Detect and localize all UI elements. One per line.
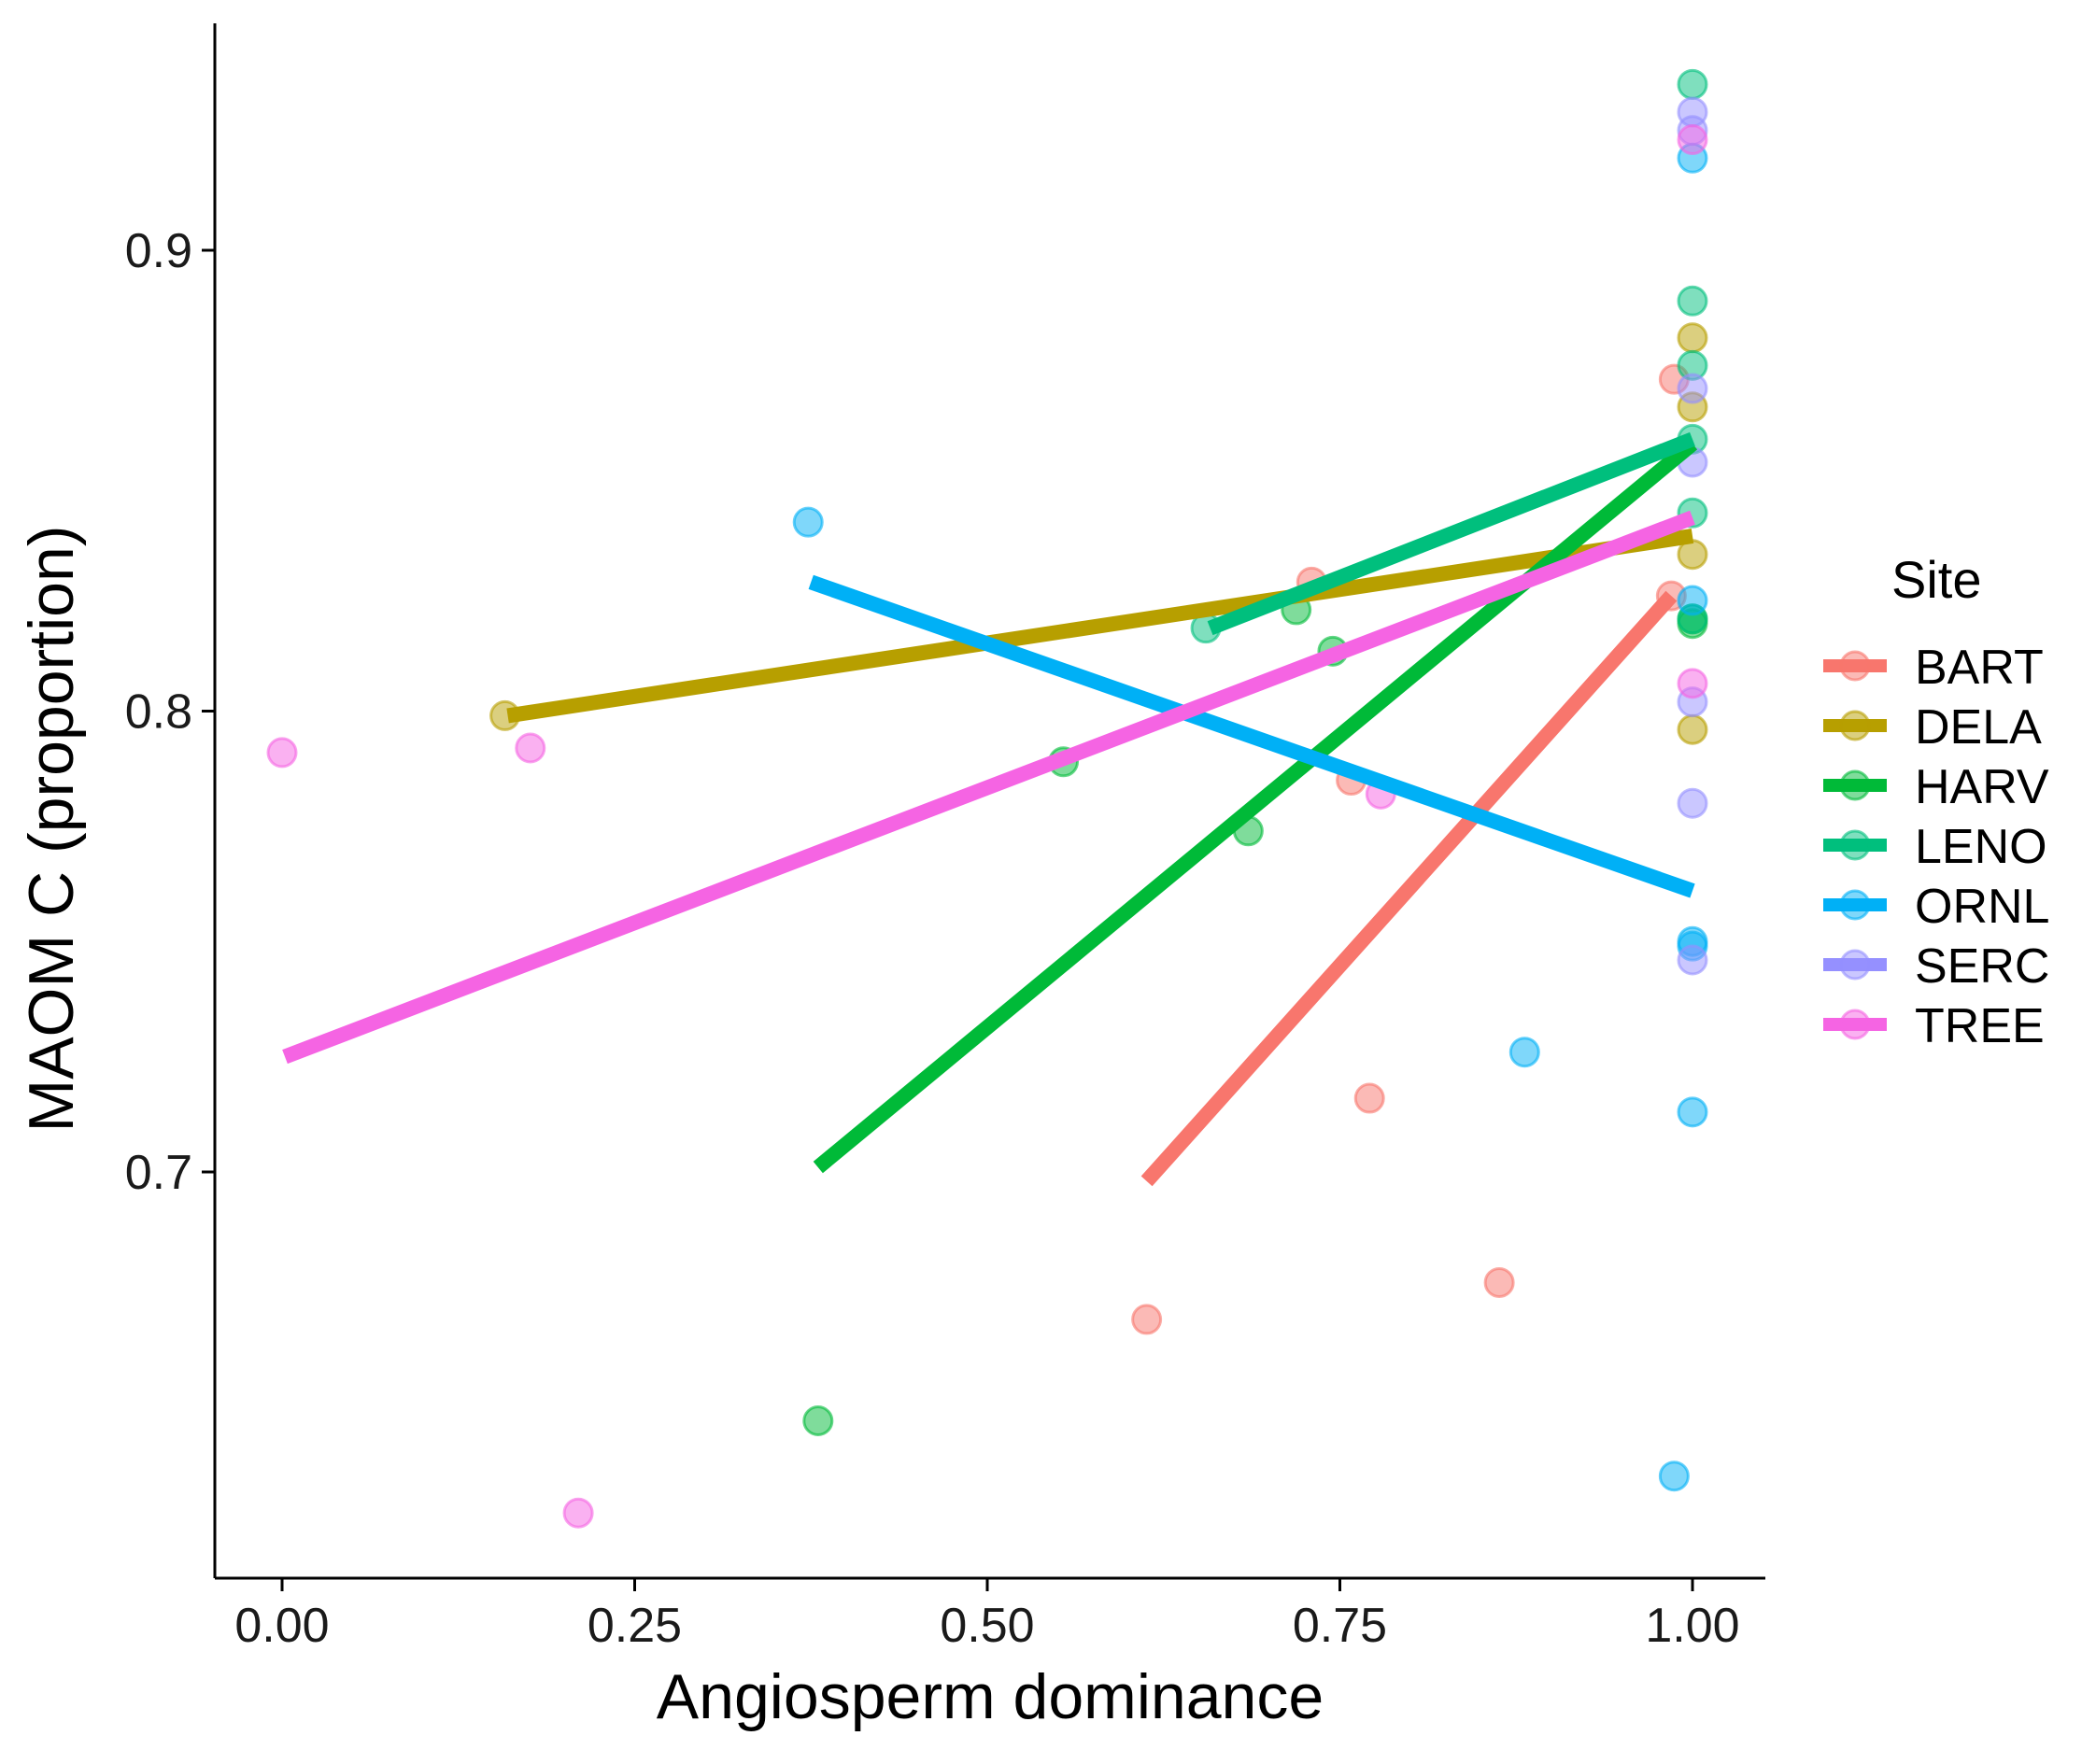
point-tree-0 — [266, 737, 298, 769]
legend-label-bart: BART — [1915, 641, 2044, 695]
fit-line-tree — [282, 510, 1695, 1065]
x-tick-label: 0.50 — [940, 1599, 1034, 1653]
point-harv-0 — [802, 1404, 834, 1436]
point-tree-2 — [562, 1497, 594, 1529]
point-ornl-2 — [1658, 1461, 1690, 1492]
legend-title: Site — [1891, 550, 1982, 609]
legend-label-tree: TREE — [1915, 999, 2045, 1053]
x-axis-title: Angiosperm dominance — [657, 1661, 1324, 1732]
point-ornl-4 — [1677, 585, 1708, 616]
point-bart-0 — [1131, 1304, 1163, 1335]
legend-label-serc: SERC — [1915, 939, 2049, 994]
point-serc-5 — [1677, 787, 1708, 819]
fit-line-leno — [1207, 431, 1695, 636]
legend-label-dela: DELA — [1915, 700, 2042, 755]
point-dela-4 — [1677, 322, 1708, 354]
legend-label-harv: HARV — [1915, 760, 2049, 814]
point-ornl-0 — [792, 506, 824, 538]
y-axis-title: MAOM C (proportion) — [16, 526, 87, 1133]
point-bart-4 — [1483, 1266, 1515, 1298]
legend-key-serc — [1823, 949, 1887, 981]
legend-key-ornl — [1823, 889, 1887, 921]
point-tree-5 — [1677, 668, 1708, 699]
point-leno-1 — [1677, 68, 1708, 100]
axes: 0.00 0.25 0.50 0.75 1.00 0.7 0.8 0.9 — [125, 23, 1765, 1653]
point-serc-6 — [1677, 944, 1708, 976]
legend-label-ornl: ORNL — [1915, 880, 2049, 934]
legend-label-leno: LENO — [1915, 820, 2047, 874]
y-tick-label: 0.8 — [125, 685, 192, 740]
y-tick-label: 0.7 — [125, 1146, 192, 1200]
legend-key-leno — [1823, 829, 1887, 861]
legend-key-bart — [1823, 650, 1887, 682]
point-ornl-1 — [1508, 1037, 1540, 1068]
fit-line-bart — [1140, 590, 1678, 1187]
legend-key-dela — [1823, 710, 1887, 741]
point-ornl-7 — [1677, 1096, 1708, 1128]
point-tree-4 — [1677, 124, 1708, 156]
x-tick-label: 1.00 — [1645, 1599, 1739, 1653]
fit-lines — [282, 431, 1698, 1187]
fit-line-harv — [813, 438, 1698, 1174]
x-tick-label: 0.75 — [1293, 1599, 1387, 1653]
x-tick-label: 0.00 — [234, 1599, 329, 1653]
point-leno-2 — [1677, 285, 1708, 317]
point-bart-3 — [1353, 1082, 1385, 1114]
x-tick-label: 0.25 — [588, 1599, 682, 1653]
fit-line-ornl — [808, 574, 1695, 898]
y-tick-label: 0.9 — [125, 224, 192, 278]
point-dela-1 — [1677, 713, 1708, 745]
point-serc-2 — [1677, 373, 1708, 404]
legend-key-tree — [1823, 1009, 1887, 1040]
legend-key-harv — [1823, 769, 1887, 801]
point-tree-1 — [515, 732, 546, 764]
fit-line-dela — [506, 529, 1694, 724]
